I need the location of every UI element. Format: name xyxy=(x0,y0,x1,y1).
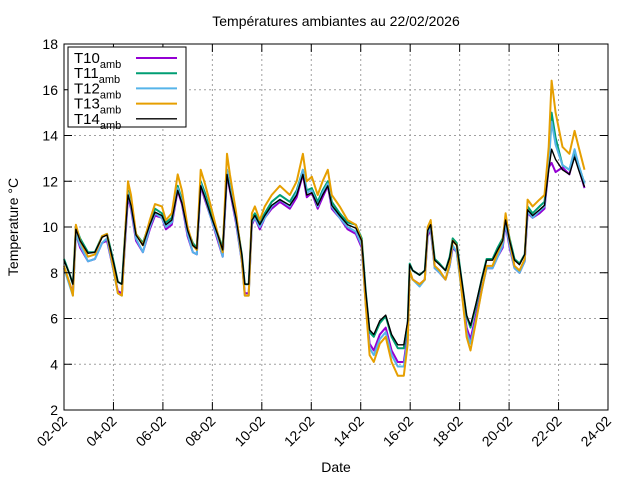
legend-label-t13: T13amb xyxy=(74,96,121,117)
legend-label-t14: T14amb xyxy=(74,111,121,132)
chart-title: Températures ambiantes au 22/02/2026 xyxy=(212,13,460,29)
x-tick-label: 20-02 xyxy=(479,413,516,450)
x-tick-label: 10-02 xyxy=(231,413,268,450)
x-tick-label: 22-02 xyxy=(528,413,565,450)
legend-subscript: amb xyxy=(100,105,121,117)
x-tick-label: 06-02 xyxy=(132,413,169,450)
x-tick-label: 04-02 xyxy=(83,413,120,450)
y-tick-label: 2 xyxy=(50,402,58,418)
legend-name: T12 xyxy=(74,80,100,97)
series-lines xyxy=(63,79,586,377)
x-tick-label: 12-02 xyxy=(281,413,318,450)
y-axis-label: Temperature °C xyxy=(5,178,21,276)
legend-name: T13 xyxy=(74,96,100,113)
x-tick-label: 02-02 xyxy=(33,413,70,450)
x-tick-label: 24-02 xyxy=(577,413,614,450)
legend-subscript: amb xyxy=(100,59,121,71)
y-tick-label: 18 xyxy=(42,36,58,52)
legend-label-t10: T10amb xyxy=(74,50,121,71)
series-line-t10 xyxy=(63,152,586,363)
series-line-t14 xyxy=(63,148,586,346)
x-tick-label: 18-02 xyxy=(429,413,466,450)
legend-subscript: amb xyxy=(99,74,120,86)
y-tick-label: 10 xyxy=(42,219,58,235)
x-tick-label: 16-02 xyxy=(380,413,417,450)
legend-label-t11: T11amb xyxy=(74,65,120,86)
legend-subscript: amb xyxy=(100,89,121,101)
legend-name: T11 xyxy=(74,65,99,82)
y-tick-label: 14 xyxy=(42,128,58,144)
x-tick-label: 08-02 xyxy=(182,413,219,450)
y-tick-label: 6 xyxy=(50,311,58,327)
x-tick-label: 14-02 xyxy=(330,413,367,450)
y-tick-label: 12 xyxy=(42,173,58,189)
legend-box xyxy=(67,46,187,128)
legend-subscript: amb xyxy=(100,120,121,132)
x-axis-label: Date xyxy=(321,459,351,475)
legend-name: T14 xyxy=(74,111,100,128)
legend-label-t12: T12amb xyxy=(74,80,121,101)
y-tick-label: 4 xyxy=(50,356,58,372)
y-tick-label: 8 xyxy=(50,265,58,281)
y-tick-label: 16 xyxy=(42,82,58,98)
legend-name: T10 xyxy=(74,50,100,67)
